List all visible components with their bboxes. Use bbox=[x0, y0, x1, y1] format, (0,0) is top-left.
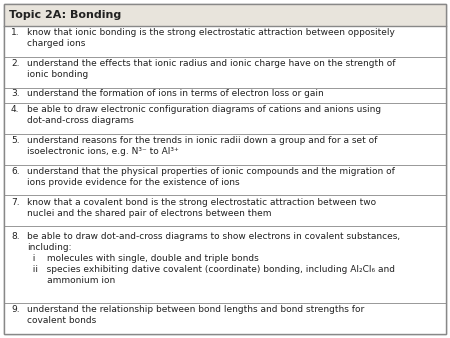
Text: 6.: 6. bbox=[11, 167, 20, 176]
Text: understand the effects that ionic radius and ionic charge have on the strength o: understand the effects that ionic radius… bbox=[27, 59, 396, 79]
Text: know that a covalent bond is the strong electrostatic attraction between two
nuc: know that a covalent bond is the strong … bbox=[27, 197, 376, 218]
Bar bbox=[4, 303, 446, 334]
Text: understand the formation of ions in terms of electron loss or gain: understand the formation of ions in term… bbox=[27, 89, 324, 98]
Text: 2.: 2. bbox=[11, 59, 19, 68]
Text: 4.: 4. bbox=[11, 105, 19, 114]
Text: understand the relationship between bond lengths and bond strengths for
covalent: understand the relationship between bond… bbox=[27, 305, 364, 325]
Text: 1.: 1. bbox=[11, 28, 20, 37]
Text: 7.: 7. bbox=[11, 197, 20, 207]
Bar bbox=[4, 103, 446, 134]
Text: be able to draw dot-and-cross diagrams to show electrons in covalent substances,: be able to draw dot-and-cross diagrams t… bbox=[27, 232, 400, 285]
Bar bbox=[4, 195, 446, 226]
Bar bbox=[4, 165, 446, 195]
Bar bbox=[4, 4, 446, 26]
Text: be able to draw electronic configuration diagrams of cations and anions using
do: be able to draw electronic configuration… bbox=[27, 105, 381, 125]
Bar bbox=[4, 57, 446, 88]
Bar bbox=[4, 26, 446, 57]
Bar bbox=[4, 134, 446, 165]
Bar bbox=[4, 226, 446, 303]
Text: know that ionic bonding is the strong electrostatic attraction between oppositel: know that ionic bonding is the strong el… bbox=[27, 28, 395, 48]
Text: understand reasons for the trends in ionic radii down a group and for a set of
i: understand reasons for the trends in ion… bbox=[27, 136, 378, 156]
Text: 3.: 3. bbox=[11, 89, 20, 98]
Text: Topic 2A: Bonding: Topic 2A: Bonding bbox=[9, 10, 121, 20]
Text: 9.: 9. bbox=[11, 305, 20, 314]
Text: 5.: 5. bbox=[11, 136, 20, 145]
Bar bbox=[4, 88, 446, 103]
Text: 8.: 8. bbox=[11, 232, 20, 241]
Text: understand that the physical properties of ionic compounds and the migration of
: understand that the physical properties … bbox=[27, 167, 395, 187]
